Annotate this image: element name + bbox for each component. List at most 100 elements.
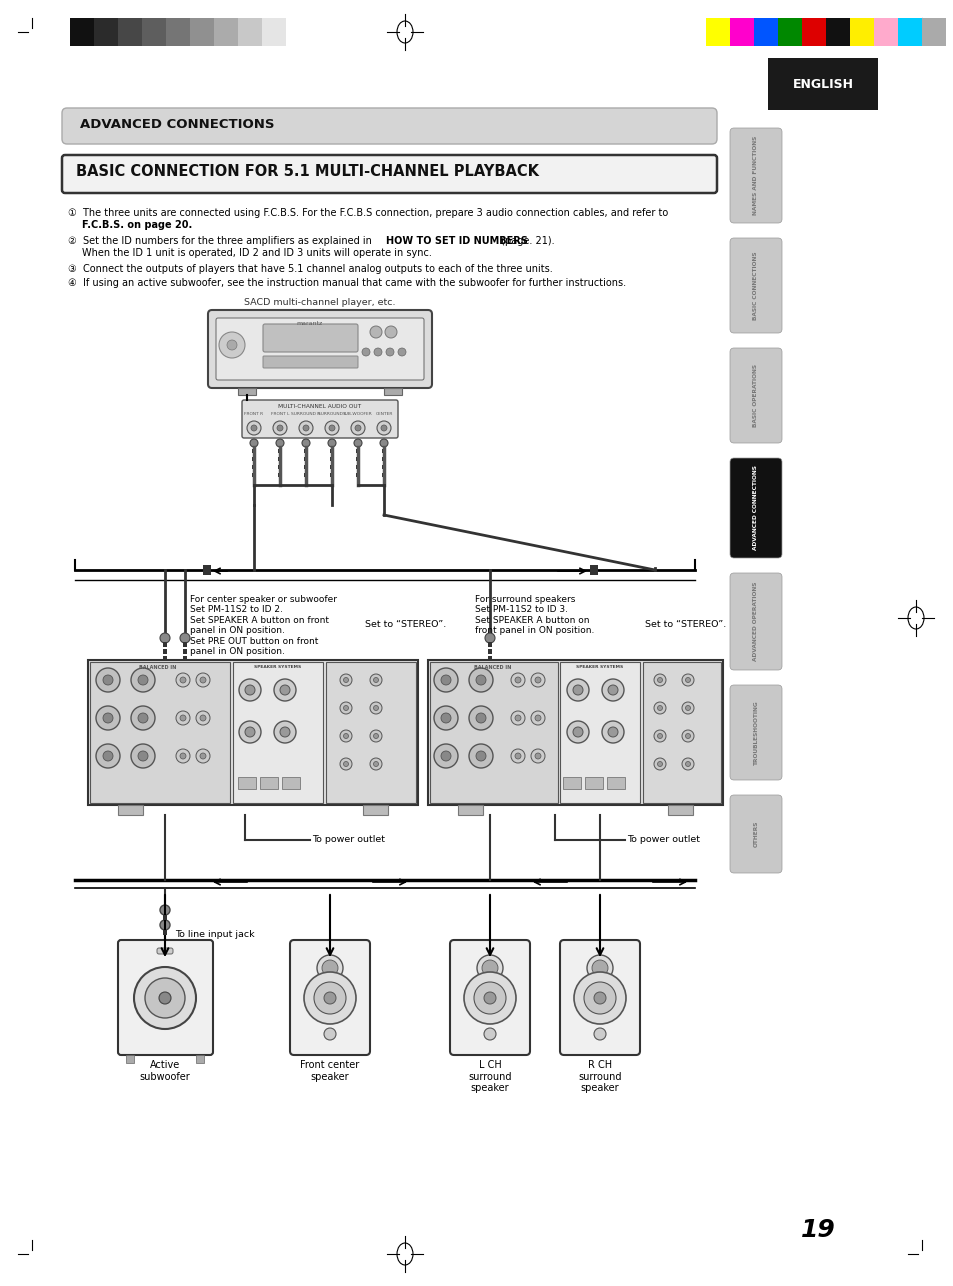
Bar — [237, 18, 262, 46]
Circle shape — [329, 424, 335, 431]
Bar — [642, 662, 720, 802]
Text: ENGLISH: ENGLISH — [792, 77, 853, 90]
Circle shape — [434, 745, 457, 768]
Circle shape — [374, 706, 378, 710]
Circle shape — [657, 706, 661, 710]
Circle shape — [96, 706, 120, 730]
Text: MULTI-CHANNEL AUDIO OUT: MULTI-CHANNEL AUDIO OUT — [278, 404, 361, 409]
Circle shape — [374, 678, 378, 683]
Bar — [355, 457, 359, 460]
Circle shape — [370, 325, 381, 338]
Circle shape — [385, 325, 396, 338]
Text: SPEAKER SYSTEMS: SPEAKER SYSTEMS — [576, 665, 623, 669]
Bar — [203, 565, 211, 575]
Circle shape — [131, 745, 154, 768]
Bar — [70, 18, 94, 46]
Text: HOW TO SET ID NUMBERS: HOW TO SET ID NUMBERS — [386, 237, 527, 246]
FancyBboxPatch shape — [118, 940, 213, 1055]
Bar — [163, 656, 167, 661]
FancyBboxPatch shape — [208, 310, 432, 388]
Circle shape — [583, 983, 616, 1013]
Circle shape — [133, 967, 195, 1029]
Circle shape — [434, 706, 457, 730]
Bar — [213, 18, 237, 46]
Circle shape — [200, 676, 206, 683]
Circle shape — [180, 633, 190, 643]
Circle shape — [685, 761, 690, 766]
Text: ②  Set the ID numbers for the three amplifiers as explained in: ② Set the ID numbers for the three ampli… — [68, 237, 375, 246]
Circle shape — [138, 751, 148, 761]
Circle shape — [103, 751, 112, 761]
Circle shape — [247, 421, 261, 435]
Text: FRONT R: FRONT R — [244, 412, 263, 415]
Circle shape — [370, 702, 381, 714]
Circle shape — [469, 706, 493, 730]
Text: To line input jack: To line input jack — [174, 930, 254, 939]
FancyBboxPatch shape — [729, 574, 781, 670]
Circle shape — [380, 424, 387, 431]
Circle shape — [531, 673, 544, 687]
Circle shape — [298, 421, 313, 435]
Text: For center speaker or subwoofer
Set PM-11S2 to ID 2.
Set SPEAKER A button on fro: For center speaker or subwoofer Set PM-1… — [190, 595, 336, 656]
Circle shape — [440, 712, 451, 723]
Bar — [825, 18, 849, 46]
Bar — [94, 18, 118, 46]
Bar — [381, 473, 386, 477]
Text: marantz: marantz — [296, 322, 323, 325]
Circle shape — [685, 706, 690, 710]
FancyBboxPatch shape — [263, 324, 357, 352]
Bar — [729, 18, 753, 46]
Circle shape — [657, 733, 661, 738]
Circle shape — [681, 730, 693, 742]
FancyBboxPatch shape — [729, 238, 781, 333]
Circle shape — [276, 424, 283, 431]
Circle shape — [103, 675, 112, 685]
Circle shape — [160, 633, 170, 643]
Circle shape — [200, 754, 206, 759]
Text: ADVANCED CONNECTIONS: ADVANCED CONNECTIONS — [753, 466, 758, 550]
Circle shape — [657, 678, 661, 683]
FancyBboxPatch shape — [242, 400, 397, 439]
Circle shape — [275, 439, 284, 448]
Text: Front center
speaker: Front center speaker — [300, 1060, 359, 1082]
Circle shape — [304, 972, 355, 1024]
Bar — [252, 457, 255, 460]
Bar — [384, 388, 401, 395]
Circle shape — [511, 711, 524, 725]
Circle shape — [469, 667, 493, 692]
Text: ④  If using an active subwoofer, see the instruction manual that came with the s: ④ If using an active subwoofer, see the … — [68, 278, 625, 288]
Circle shape — [273, 421, 287, 435]
Bar — [589, 565, 598, 575]
Circle shape — [175, 748, 190, 763]
Bar — [849, 18, 873, 46]
Circle shape — [351, 421, 365, 435]
FancyBboxPatch shape — [729, 349, 781, 442]
Circle shape — [474, 983, 505, 1013]
Text: SURROUND R: SURROUND R — [291, 412, 320, 415]
Bar — [163, 642, 167, 647]
Text: BALANCED IN: BALANCED IN — [474, 665, 511, 670]
Circle shape — [463, 972, 516, 1024]
Bar — [355, 449, 359, 453]
Bar — [457, 805, 482, 815]
Circle shape — [481, 961, 497, 976]
Circle shape — [440, 751, 451, 761]
Bar — [330, 473, 334, 477]
Text: OTHERS: OTHERS — [753, 820, 758, 847]
Circle shape — [574, 972, 625, 1024]
Bar — [183, 656, 187, 661]
Circle shape — [476, 712, 485, 723]
Text: ADVANCED OPERATIONS: ADVANCED OPERATIONS — [753, 581, 758, 661]
Bar — [562, 777, 580, 790]
Bar — [233, 662, 323, 802]
Text: To power outlet: To power outlet — [312, 835, 385, 844]
Bar — [163, 649, 167, 655]
Circle shape — [339, 702, 352, 714]
Bar — [381, 457, 386, 460]
Bar — [705, 18, 729, 46]
Bar — [304, 466, 308, 469]
Bar — [118, 18, 142, 46]
Circle shape — [601, 679, 623, 701]
Bar — [163, 916, 167, 919]
Circle shape — [566, 679, 588, 701]
